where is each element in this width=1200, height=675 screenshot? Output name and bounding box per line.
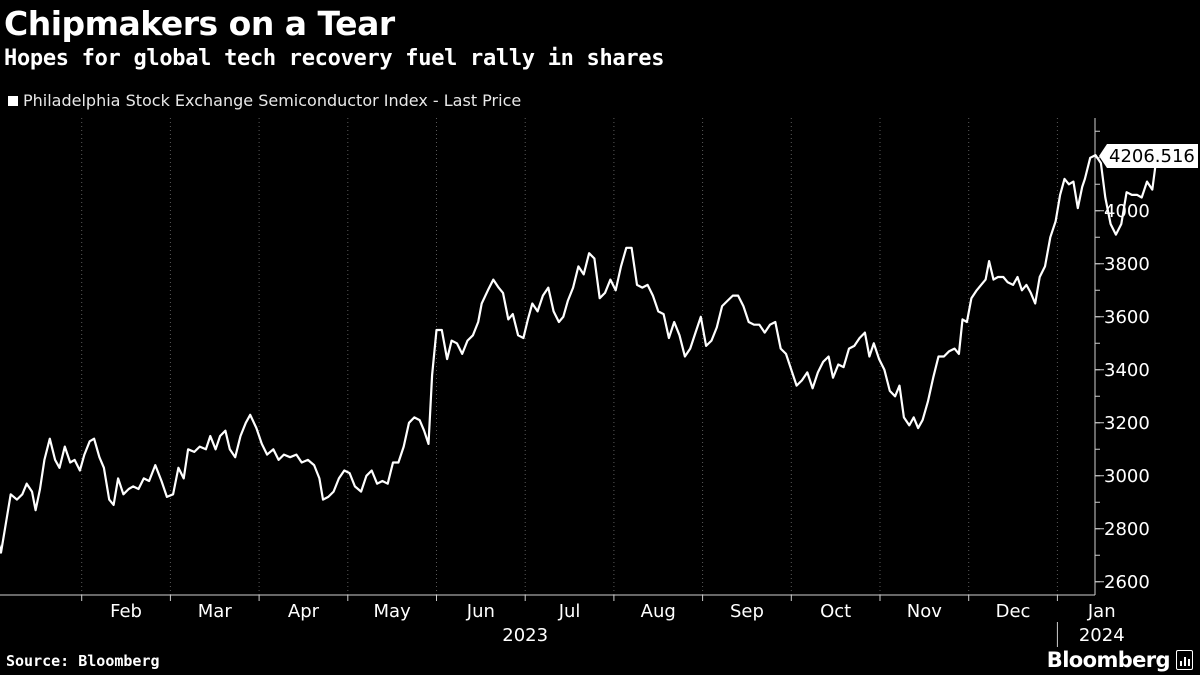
- year-label: 2023: [502, 625, 548, 646]
- year-label: 2024: [1079, 625, 1125, 646]
- y-tick-label: 2600: [1104, 572, 1150, 593]
- legend-label: Philadelphia Stock Exchange Semiconducto…: [23, 91, 522, 110]
- x-tick-label: Jun: [466, 601, 495, 622]
- y-tick-label: 3400: [1104, 360, 1150, 381]
- y-tick-label: 2800: [1104, 519, 1150, 540]
- last-value-label: 4206.516: [1109, 146, 1195, 167]
- chart-title: Chipmakers on a Tear: [4, 4, 395, 43]
- source-note: Source: Bloomberg: [6, 652, 160, 670]
- y-tick-label: 3200: [1104, 413, 1150, 434]
- last-value-callout: [1099, 144, 1198, 169]
- x-tick-label: May: [374, 601, 412, 622]
- y-tick-label: 3800: [1104, 254, 1150, 275]
- x-tick-label: Jan: [1087, 601, 1116, 622]
- y-tick-label: 4000: [1104, 201, 1150, 222]
- x-tick-label: Apr: [288, 601, 320, 622]
- x-tick-label: Jul: [558, 601, 581, 622]
- brand-name: Bloomberg: [1046, 648, 1171, 672]
- legend-swatch: [8, 95, 18, 106]
- chart-legend: Philadelphia Stock Exchange Semiconducto…: [8, 91, 521, 110]
- bloomberg-logo: Bloomberg: [1047, 648, 1193, 672]
- x-tick-label: Feb: [110, 601, 142, 622]
- x-tick-label: Sep: [730, 601, 764, 622]
- series-line: [0, 154, 1158, 554]
- x-tick-label: Nov: [907, 601, 942, 622]
- y-tick-label: 3000: [1104, 466, 1150, 487]
- x-tick-label: Mar: [198, 601, 233, 622]
- bloomberg-terminal-icon: [1176, 650, 1193, 670]
- x-tick-label: Aug: [641, 601, 676, 622]
- chart-subtitle: Hopes for global tech recovery fuel rall…: [4, 46, 665, 71]
- x-tick-label: Oct: [820, 601, 851, 622]
- y-tick-label: 3600: [1104, 307, 1150, 328]
- x-tick-label: Dec: [996, 601, 1031, 622]
